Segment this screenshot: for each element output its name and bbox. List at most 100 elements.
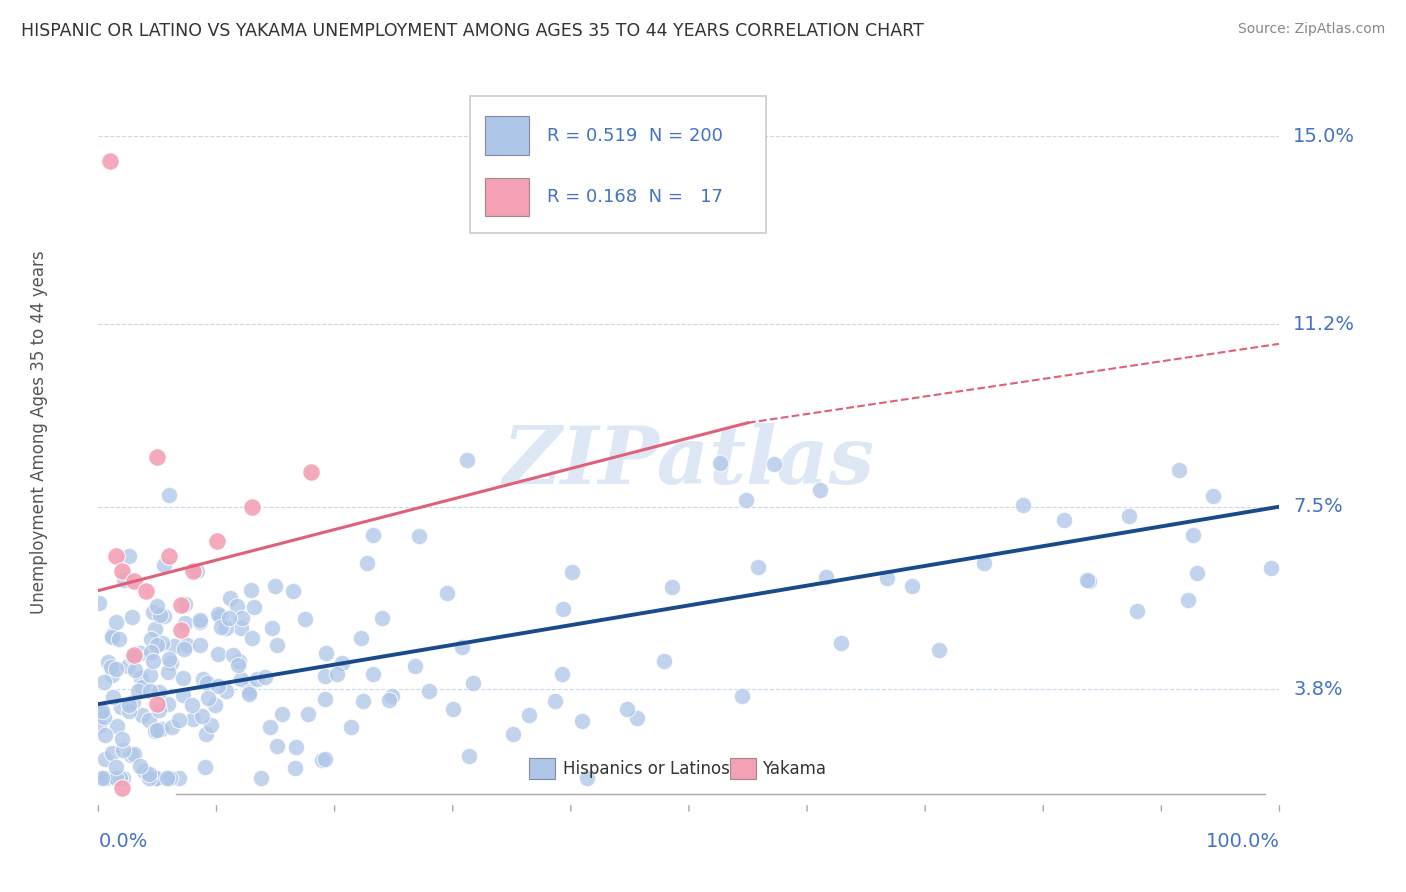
Text: 7.5%: 7.5% [1294, 497, 1343, 516]
Point [111, 564, 134, 578]
Point [157, 665, 180, 679]
Point [1118, 509, 1140, 524]
Point [253, 670, 276, 684]
Point [173, 688, 195, 702]
Point [157, 698, 180, 712]
Point [122, 650, 145, 665]
Point [160, 720, 183, 734]
Point [876, 571, 898, 585]
Point [138, 713, 160, 727]
Point [284, 761, 307, 775]
Point [149, 608, 172, 623]
Point [314, 669, 336, 683]
Point [104, 662, 127, 676]
Point [174, 616, 197, 631]
Point [112, 573, 135, 587]
Point [246, 672, 269, 686]
Point [139, 632, 162, 647]
Point [314, 752, 336, 766]
Point [167, 771, 190, 785]
Point [262, 621, 284, 635]
Point [118, 549, 141, 564]
Text: 100.0%: 100.0% [1205, 832, 1279, 851]
Point [451, 640, 474, 654]
Point [128, 646, 150, 660]
Point [200, 718, 222, 732]
Point [176, 638, 198, 652]
Point [1125, 604, 1147, 618]
Point [1202, 489, 1225, 503]
Point [108, 771, 131, 785]
Point [104, 760, 127, 774]
Point [194, 727, 217, 741]
Point [188, 613, 211, 627]
Point [370, 611, 392, 625]
Point [626, 710, 648, 724]
Point [129, 759, 152, 773]
Point [186, 565, 208, 579]
Point [830, 635, 852, 649]
Point [195, 676, 218, 690]
Point [314, 692, 336, 706]
Point [127, 683, 149, 698]
Point [544, 694, 567, 708]
Point [240, 631, 263, 645]
Point [138, 771, 160, 785]
Point [238, 681, 260, 695]
Point [146, 723, 169, 737]
Point [148, 685, 170, 699]
Point [131, 680, 153, 694]
Point [218, 591, 240, 605]
Point [207, 679, 229, 693]
Point [225, 599, 247, 614]
Point [218, 611, 240, 625]
Point [361, 667, 384, 681]
Point [297, 707, 319, 722]
Point [1168, 463, 1191, 477]
Point [204, 698, 226, 713]
Point [162, 639, 184, 653]
Point [105, 719, 128, 733]
Point [131, 671, 153, 685]
Point [87, 596, 110, 610]
Text: ZIPatlas: ZIPatlas [503, 424, 875, 501]
FancyBboxPatch shape [471, 95, 766, 233]
Point [157, 549, 180, 563]
Point [146, 771, 169, 785]
Point [122, 648, 145, 662]
Point [285, 740, 308, 755]
Point [120, 748, 142, 763]
Point [281, 583, 304, 598]
Point [266, 638, 288, 652]
Point [763, 457, 786, 471]
Text: R = 0.519  N = 200: R = 0.519 N = 200 [547, 127, 723, 145]
Point [167, 713, 190, 727]
Point [153, 558, 176, 572]
Point [709, 456, 731, 470]
Point [91, 704, 114, 718]
Point [352, 693, 374, 707]
Point [94, 771, 117, 785]
Point [97, 655, 120, 669]
Point [145, 771, 167, 785]
Point [441, 702, 464, 716]
Point [238, 687, 260, 701]
Point [111, 780, 134, 795]
Point [94, 771, 117, 785]
Point [1078, 574, 1101, 588]
Point [141, 645, 163, 659]
Point [172, 671, 194, 685]
Point [94, 752, 117, 766]
Text: 3.8%: 3.8% [1294, 680, 1343, 698]
Point [408, 529, 430, 543]
Point [101, 668, 124, 682]
Point [188, 638, 211, 652]
Point [404, 659, 426, 673]
Point [271, 706, 294, 721]
Point [188, 615, 211, 630]
Point [146, 450, 169, 465]
Point [1185, 566, 1208, 580]
Point [160, 657, 183, 671]
Point [207, 607, 229, 621]
Point [150, 723, 173, 737]
